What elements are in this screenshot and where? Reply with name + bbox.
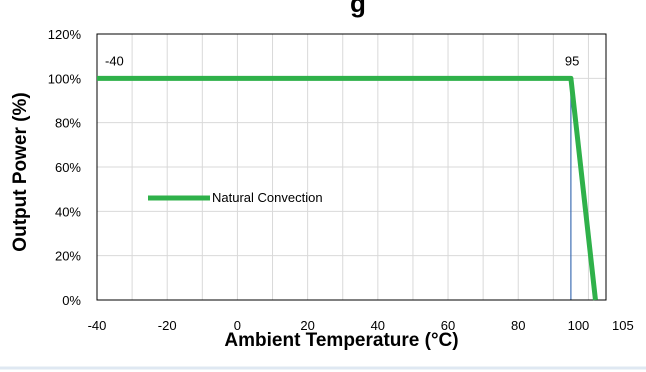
x-tick-label: 20 [300, 318, 314, 333]
x-tick-label: 60 [441, 318, 455, 333]
data-annotation: -40 [105, 53, 124, 68]
chart-title-fragment: g [350, 0, 366, 18]
x-axis-tick-labels: -40 -20 0 20 40 60 80 100 105 [88, 318, 634, 333]
y-tick-label: 80% [55, 116, 81, 131]
x-axis-title: Ambient Temperature (°C) [224, 330, 458, 351]
y-axis-tick-labels: 0% 20% 40% 60% 80% 100% 120% [48, 27, 82, 308]
y-tick-label: 60% [55, 160, 81, 175]
legend: Natural Convection [148, 190, 323, 205]
plot-area-frame [96, 33, 607, 301]
legend-label-natural-convection: Natural Convection [212, 190, 323, 205]
y-tick-label: 100% [48, 71, 82, 86]
x-tick-label: 100 [568, 318, 590, 333]
y-tick-label: 20% [55, 249, 81, 264]
x-tick-label: -40 [88, 318, 107, 333]
x-tick-label: -20 [158, 318, 177, 333]
series-line-natural-convection [97, 75, 598, 301]
data-annotation: 95 [565, 53, 579, 68]
series-group [97, 75, 598, 301]
y-axis-title: Output Power (%) [10, 92, 31, 251]
x-tick-label: 40 [371, 318, 385, 333]
x-tick-label: 0 [234, 318, 241, 333]
x-tick-label: 105 [612, 318, 634, 333]
y-tick-label: 0% [62, 293, 81, 308]
y-tick-label: 120% [48, 27, 82, 42]
grid-lines [97, 34, 606, 300]
y-tick-label: 40% [55, 204, 81, 219]
x-tick-label: 80 [511, 318, 525, 333]
data-annotations: -40 95 [105, 53, 579, 68]
